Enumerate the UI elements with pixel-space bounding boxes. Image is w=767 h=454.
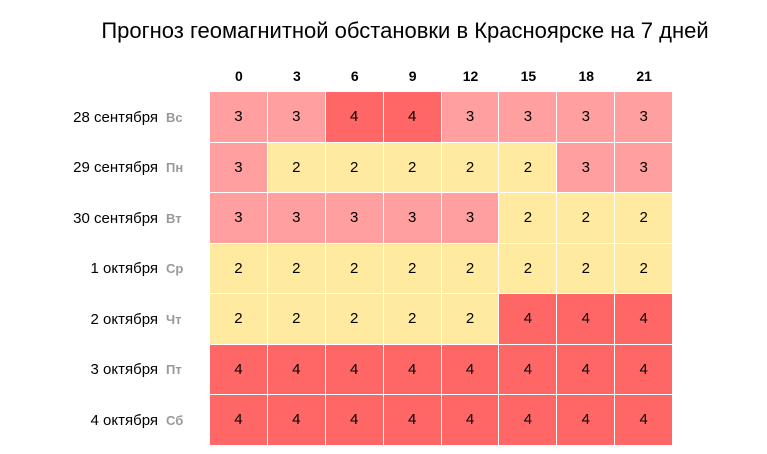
- heatmap-cell: 4: [557, 395, 616, 446]
- heatmap-cell: 4: [383, 395, 442, 446]
- heatmap-cell: 2: [615, 243, 674, 294]
- date-label: 3 октября: [90, 361, 158, 379]
- heatmap-cell: 2: [383, 294, 442, 345]
- weekday-label: Вт: [166, 210, 182, 226]
- heatmap-cell: 3: [441, 92, 500, 143]
- row-label: 3 октября Пт: [0, 345, 192, 396]
- date-label: 1 октября: [90, 260, 158, 278]
- heatmap-cell: 3: [557, 142, 616, 193]
- heatmap-cell: 2: [267, 142, 326, 193]
- heatmap-cell: 4: [557, 344, 616, 395]
- date-label: 4 октября: [90, 411, 158, 429]
- row-label: 30 сентября Вт: [0, 193, 192, 244]
- heatmap-cell: 4: [210, 395, 268, 446]
- heatmap-cell: 2: [557, 193, 616, 244]
- heatmap-cell: 2: [325, 243, 384, 294]
- weekday-label: Сб: [166, 412, 184, 428]
- heatmap-cell: 3: [499, 92, 558, 143]
- heatmap-cell: 4: [267, 344, 326, 395]
- row-label: 28 сентября Вс: [0, 92, 192, 143]
- heatmap-cell: 3: [615, 142, 674, 193]
- column-header: 6: [350, 68, 359, 84]
- column-header: 0: [235, 68, 243, 84]
- date-label: 2 октября: [90, 310, 158, 328]
- heatmap-cell: 3: [210, 142, 268, 193]
- row-label: 2 октября Чт: [0, 294, 192, 345]
- date-label: 29 сентября: [73, 159, 158, 177]
- heatmap-cell: 3: [615, 92, 674, 143]
- heatmap-cell: 3: [267, 193, 326, 244]
- heatmap-cell: 2: [210, 243, 268, 294]
- heatmap-cell: 2: [267, 243, 326, 294]
- column-header: 12: [462, 68, 479, 84]
- heatmap-cell: 3: [210, 193, 268, 244]
- column-header: 3: [292, 68, 301, 84]
- heatmap-cell: 3: [557, 92, 616, 143]
- heatmap-cell: 4: [325, 92, 384, 143]
- row-label: 29 сентября Пн: [0, 143, 192, 194]
- date-label: 28 сентября: [73, 108, 158, 126]
- heatmap-cell: 2: [441, 294, 500, 345]
- weekday-label: Вс: [166, 109, 183, 125]
- heatmap-cell: 4: [557, 294, 616, 345]
- heatmap-cell: 4: [383, 344, 442, 395]
- heatmap-cell: 3: [383, 193, 442, 244]
- heatmap-cell: 4: [499, 395, 558, 446]
- heatmap-cell: 2: [441, 243, 500, 294]
- heatmap-cell: 3: [210, 92, 268, 143]
- heatmap-cell: 2: [615, 193, 674, 244]
- heatmap-cell: 2: [383, 142, 442, 193]
- heatmap-cell: 3: [441, 193, 500, 244]
- row-labels: 28 сентября Вс 29 сентября Пн 30 сентября Вт 1…: [0, 92, 192, 446]
- heatmap-cell: 4: [383, 92, 442, 143]
- column-header: 15: [520, 68, 537, 84]
- heatmap-cell: 4: [499, 294, 558, 345]
- heatmap-cell: 4: [499, 344, 558, 395]
- heatmap-cell: 4: [615, 344, 674, 395]
- column-header: 9: [408, 68, 417, 84]
- weekday-label: Ср: [166, 261, 184, 277]
- heatmap-cell: 2: [325, 294, 384, 345]
- heatmap-cell: 2: [499, 142, 558, 193]
- heatmap-cell: 2: [325, 142, 384, 193]
- heatmap-cell: 4: [615, 395, 674, 446]
- column-header: 18: [578, 68, 595, 84]
- row-label: 1 октября Ср: [0, 244, 192, 295]
- weekday-label: Пт: [166, 362, 182, 378]
- heatmap-cell: 2: [499, 193, 558, 244]
- heatmap-cell: 4: [441, 344, 500, 395]
- heatmap-cell: 2: [499, 243, 558, 294]
- heatmap-cell: 4: [267, 395, 326, 446]
- heatmap-cell: 2: [210, 294, 268, 345]
- weekday-label: Пн: [166, 160, 184, 176]
- heatmap-cell: 4: [325, 395, 384, 446]
- weekday-label: Чт: [166, 311, 182, 327]
- heatmap-cell: 2: [383, 243, 442, 294]
- heatmap-cell: 2: [441, 142, 500, 193]
- heatmap-cell: 2: [557, 243, 616, 294]
- heatmap-cell: 3: [325, 193, 384, 244]
- column-header: 21: [636, 68, 652, 84]
- heatmap-cell: 4: [441, 395, 500, 446]
- chart-title: Прогноз геомагнитной обстановки в Красно…: [101, 18, 709, 43]
- heatmap-cell: 4: [325, 344, 384, 395]
- heatmap-cell: 4: [210, 344, 268, 395]
- row-label: 4 октября Сб: [0, 395, 192, 446]
- heatmap-cell: 2: [267, 294, 326, 345]
- date-label: 30 сентября: [73, 209, 158, 227]
- heatmap-cell: 4: [615, 294, 674, 345]
- heatmap-cell: 3: [267, 92, 326, 143]
- hour-header: 0 3 6 9 12 15 18 21: [210, 68, 673, 88]
